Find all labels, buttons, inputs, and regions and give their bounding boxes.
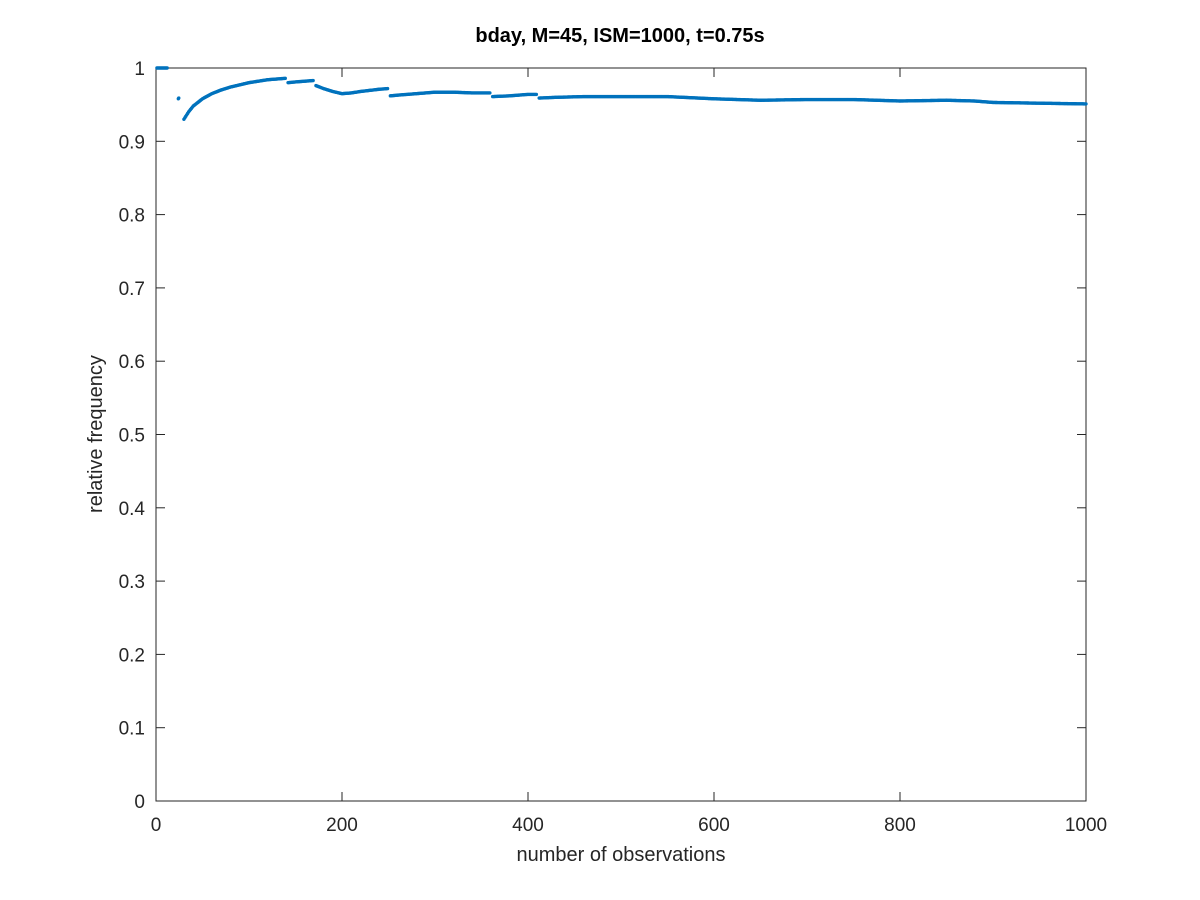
x-axis-ticks: 0 200 400 600 800 1000: [151, 68, 1107, 836]
y-tick-label: 0.9: [119, 132, 145, 153]
y-tick-label: 0.1: [119, 719, 145, 740]
x-tick-label: 800: [884, 815, 916, 836]
data-point: [488, 91, 492, 95]
x-axis-label: number of observations: [516, 844, 725, 866]
data-point: [177, 96, 181, 100]
chart-title: bday, M=45, ISM=1000, t=0.75s: [475, 25, 764, 47]
x-tick-label: 200: [326, 815, 358, 836]
data-point: [534, 92, 539, 97]
y-tick-label: 0.8: [119, 206, 145, 227]
y-tick-label: 0.7: [119, 279, 145, 300]
y-tick-label: 0.6: [119, 352, 145, 373]
y-tick-label: 0.3: [119, 572, 145, 593]
data-point: [165, 66, 169, 70]
y-axis-label: relative frequency: [85, 355, 107, 513]
x-tick-label: 600: [698, 815, 730, 836]
y-tick-label: 0.2: [119, 645, 145, 666]
x-tick-label: 1000: [1065, 815, 1107, 836]
data-point: [283, 76, 287, 81]
data-point: [1084, 102, 1088, 106]
y-tick-label: 0: [134, 792, 145, 813]
data-series: [155, 66, 1088, 122]
data-point: [385, 86, 390, 91]
plot-area: 0 200 400 600 800 1000 0 0.1 0.2 0.3 0.4 0.5 0.6 0.7…: [119, 59, 1108, 836]
y-tick-label: 0.4: [119, 499, 146, 520]
y-tick-label: 1: [134, 59, 145, 80]
y-axis-ticks: 0 0.1 0.2 0.3 0.4 0.5 0.6 0.7 0.8 0.9 1: [119, 59, 1086, 813]
data-point: [311, 78, 315, 83]
x-tick-label: 400: [512, 815, 544, 836]
x-tick-label: 0: [151, 815, 162, 836]
y-tick-label: 0.5: [119, 426, 145, 447]
